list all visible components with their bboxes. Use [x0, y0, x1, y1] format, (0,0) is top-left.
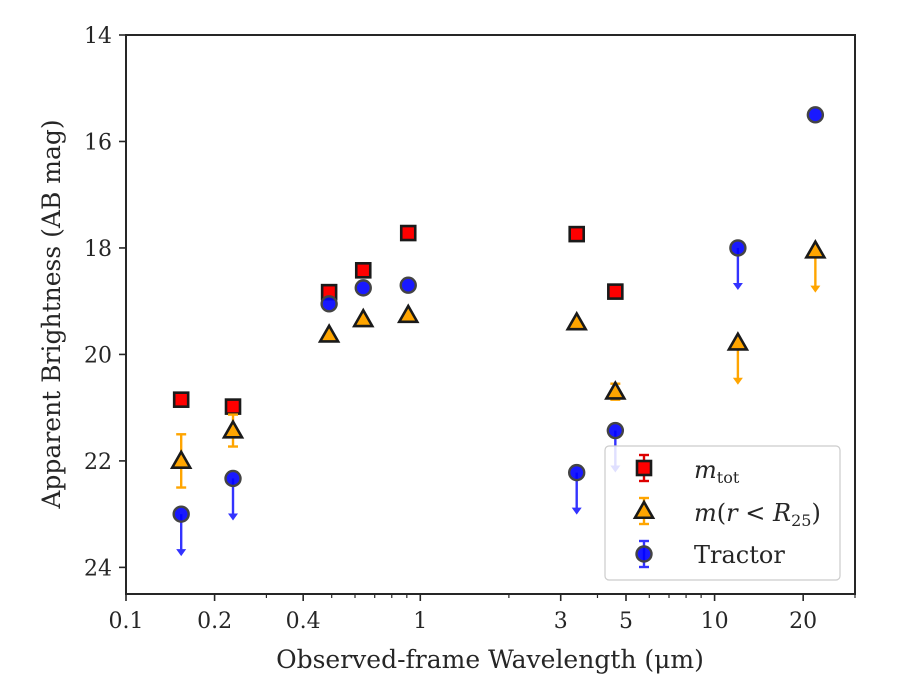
data-point: [568, 225, 586, 243]
data-point: [317, 323, 341, 343]
data-point: [396, 303, 420, 324]
upper-limit-arrow-head: [810, 285, 821, 293]
plot-frame: [125, 34, 856, 595]
data-point: [169, 449, 193, 469]
x-tick-label: 0.1: [109, 609, 144, 634]
data-point: [804, 238, 827, 259]
legend-marker: [635, 545, 653, 563]
upper-limit-arrow-head: [176, 549, 187, 557]
data-point: [172, 391, 190, 408]
upper-limit-arrow-head: [732, 377, 743, 385]
y-tick-label: 22: [84, 450, 112, 475]
y-tick-label: 24: [84, 556, 112, 581]
series-1: [169, 238, 827, 489]
y-tick-label: 14: [84, 24, 112, 49]
axis-ticks: 0.1 0.2 0.4 1 3 5 10 20 14 16 18 20 22 24: [84, 24, 856, 634]
data-point: [565, 310, 588, 331]
data-point: [604, 380, 627, 400]
data-point: [806, 106, 825, 124]
data-point: [568, 463, 586, 482]
data-point: [726, 331, 750, 351]
data-point: [606, 421, 625, 440]
upper-limit-arrow-head: [571, 507, 582, 515]
data-marks: [169, 106, 827, 557]
legend-label-tractor: Tractor: [694, 541, 785, 569]
y-tick-label: 18: [84, 237, 112, 262]
data-point: [354, 279, 372, 297]
data-point: [224, 398, 242, 415]
y-axis-label: Apparent Brightness (AB mag): [37, 119, 66, 509]
upper-limit-arrow-head: [228, 513, 239, 521]
data-point: [399, 276, 417, 294]
data-point: [221, 418, 245, 439]
series-0: [172, 224, 624, 415]
x-tick-label: 1: [413, 609, 427, 634]
x-tick-label: 0.4: [286, 609, 321, 634]
legend-swatches: [632, 453, 656, 569]
legend-marker: [632, 499, 656, 520]
data-point: [399, 224, 417, 242]
x-tick-label: 3: [554, 609, 568, 634]
x-tick-label: 0.2: [197, 609, 232, 634]
legend-box: [604, 445, 841, 581]
data-point: [354, 262, 372, 279]
data-point: [320, 295, 338, 313]
legend-marker: [635, 459, 653, 477]
x-axis-label: Observed-frame Wavelength (μm): [276, 645, 704, 674]
data-point: [224, 469, 242, 488]
data-point: [352, 307, 375, 328]
data-point: [607, 283, 624, 300]
x-tick-label: 20: [789, 609, 817, 634]
y-tick-label: 16: [84, 130, 112, 155]
x-tick-label: 10: [701, 609, 729, 634]
data-point: [729, 239, 747, 257]
legend: mtot m(r < R25) Tractor: [604, 445, 841, 581]
x-tick-label: 5: [619, 609, 633, 634]
data-point: [172, 505, 190, 523]
y-tick-label: 20: [84, 343, 112, 368]
upper-limit-arrow-head: [732, 282, 743, 290]
